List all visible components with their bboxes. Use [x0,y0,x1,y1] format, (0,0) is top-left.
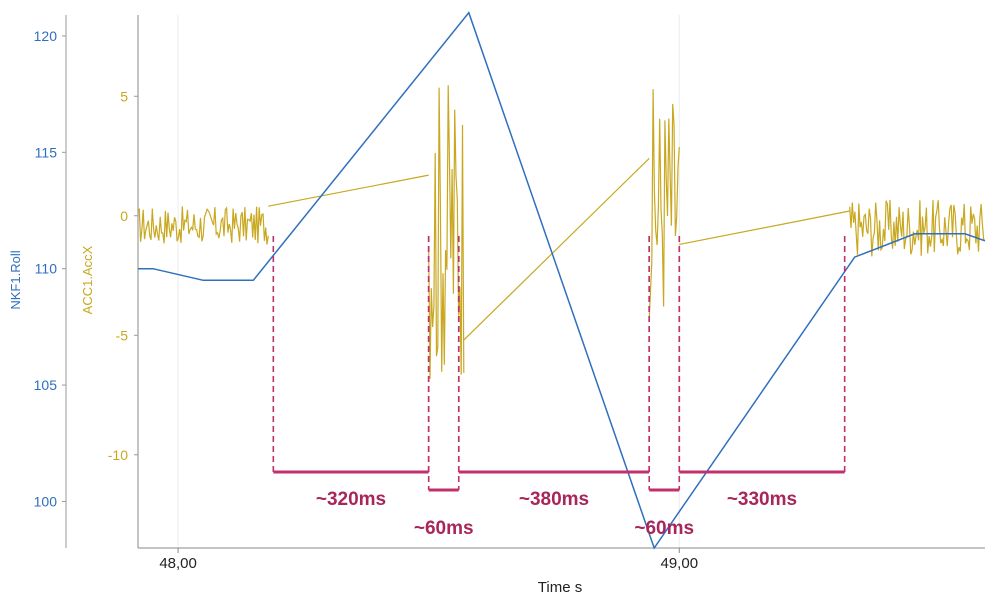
y-left-tick-label-2: 110 [35,261,58,277]
x-axis-title: Time s [538,579,582,596]
x-tick-label-0: 48,00 [159,555,197,572]
y-left-axis-title: NKF1.Roll [8,250,23,309]
roll-series-line [138,11,986,550]
y-left-tick-label-0: 100 [34,493,58,509]
annotation-label-3: ~60ms [634,518,694,539]
annotation-label-1: ~60ms [414,518,474,539]
acc-noise-segment-1 [428,85,465,379]
acc-noise-segment-2 [648,89,680,319]
y-right-tick-label-0: -10 [108,447,128,463]
series [137,11,986,550]
acc-noise-segment-0 [137,206,269,245]
acc-gap-line-2 [679,210,850,246]
annotation-label-2: ~380ms [519,489,589,510]
y-right-tick-label-1: -5 [116,327,129,343]
acc-noise-segment-3 [849,199,986,257]
y-left-tick-label-1: 105 [34,377,58,393]
annotation-label-0: ~320ms [316,489,386,510]
y-right-tick-label-3: 5 [120,88,128,104]
y-left-tick-label-3: 115 [35,144,58,160]
axes: 100 105 110 115 120 -10 -5 0 5 48,00 49,00 [34,15,985,572]
y-right-tick-label-2: 0 [120,208,128,224]
acc-gap-line-0 [268,174,429,207]
annotation-label-4: ~330ms [727,489,797,510]
x-tick-label-1: 49,00 [661,555,699,572]
y-left-tick-label-4: 120 [34,28,58,44]
acc-gap-line-1 [463,157,650,341]
annotations: ~320ms ~60ms ~380ms ~60ms ~330ms [272,236,846,539]
y-right-axis-title: ACC1.AccX [80,245,95,314]
